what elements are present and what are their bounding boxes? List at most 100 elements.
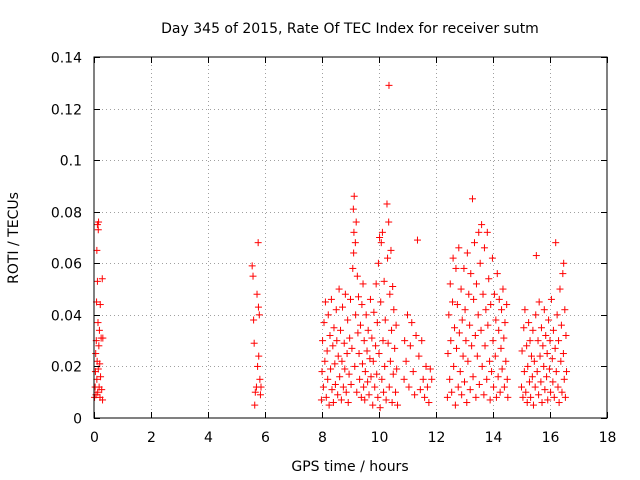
data-point: [251, 388, 259, 396]
data-point: [256, 375, 264, 383]
data-point: [426, 365, 434, 373]
data-point: [500, 383, 508, 391]
data-point: [529, 401, 537, 409]
x-tick-label: 8: [318, 430, 327, 446]
data-point: [418, 337, 426, 345]
data-point: [378, 228, 386, 236]
x-tick-label: 4: [204, 430, 213, 446]
data-point: [484, 321, 492, 329]
data-point: [474, 311, 482, 319]
data-point: [346, 334, 354, 342]
data-point: [333, 337, 341, 345]
data-point: [388, 399, 396, 407]
data-point: [379, 337, 387, 345]
data-point: [326, 331, 334, 339]
data-point: [468, 195, 476, 203]
data-point: [334, 352, 342, 360]
data-point: [544, 396, 552, 404]
data-point: [369, 401, 377, 409]
data-point: [486, 396, 494, 404]
data-point: [322, 393, 330, 401]
data-point: [93, 246, 101, 254]
data-point: [558, 388, 566, 396]
data-point: [503, 375, 511, 383]
data-point: [546, 337, 554, 345]
data-point: [359, 280, 367, 288]
data-point: [383, 200, 391, 208]
data-point: [256, 391, 264, 399]
data-point: [480, 391, 488, 399]
data-point: [492, 316, 500, 324]
data-point: [368, 334, 376, 342]
data-point: [538, 399, 546, 407]
data-point: [387, 246, 395, 254]
data-point: [473, 352, 481, 360]
data-point: [415, 352, 423, 360]
data-point: [350, 192, 358, 200]
data-point: [93, 277, 101, 285]
data-point: [388, 326, 396, 334]
data-point: [542, 331, 550, 339]
data-point: [354, 329, 362, 337]
data-point: [376, 404, 384, 412]
data-point: [340, 339, 348, 347]
data-point: [541, 386, 549, 394]
data-point: [503, 301, 511, 309]
data-point: [393, 365, 401, 373]
data-point: [354, 293, 362, 301]
data-point: [385, 81, 393, 89]
data-point: [537, 324, 545, 332]
data-point: [377, 239, 385, 247]
y-tick-label: 0.12: [51, 103, 82, 119]
data-point: [248, 262, 256, 270]
data-points: [91, 81, 571, 412]
data-point: [94, 226, 102, 234]
data-point: [451, 401, 459, 409]
data-point: [468, 342, 476, 350]
data-point: [461, 378, 468, 386]
data-point: [324, 311, 332, 319]
data-point: [448, 388, 456, 396]
y-tick-label: 0: [73, 412, 82, 428]
data-point: [518, 383, 525, 391]
x-tick-label: 14: [485, 430, 503, 446]
data-point: [384, 254, 392, 262]
x-tick-label: 6: [261, 430, 270, 446]
data-point: [95, 342, 103, 350]
data-point: [549, 378, 557, 386]
data-point: [348, 344, 356, 352]
data-point: [469, 373, 477, 381]
data-point: [341, 290, 349, 298]
data-point: [402, 357, 410, 365]
data-point: [328, 386, 336, 394]
data-point: [495, 295, 503, 303]
data-point: [372, 280, 380, 288]
data-point: [444, 350, 452, 358]
data-point: [557, 321, 565, 329]
data-point: [392, 321, 400, 329]
data-point: [325, 401, 333, 409]
data-point: [361, 368, 369, 376]
data-point: [349, 264, 357, 272]
data-point: [372, 342, 380, 350]
data-point: [341, 365, 349, 373]
data-point: [386, 290, 394, 298]
data-point: [350, 249, 358, 257]
data-point: [445, 311, 453, 319]
axis-ticks: [94, 57, 608, 419]
data-point: [453, 301, 461, 309]
data-point: [554, 383, 562, 391]
data-point: [329, 342, 337, 350]
data-point: [446, 280, 454, 288]
data-point: [363, 347, 371, 355]
data-point: [380, 388, 388, 396]
data-point: [466, 321, 474, 329]
data-point: [347, 380, 355, 388]
data-point: [453, 344, 461, 352]
data-point: [527, 393, 535, 401]
data-point: [321, 357, 329, 365]
data-point: [249, 272, 257, 280]
data-point: [391, 344, 399, 352]
data-point: [523, 399, 531, 407]
